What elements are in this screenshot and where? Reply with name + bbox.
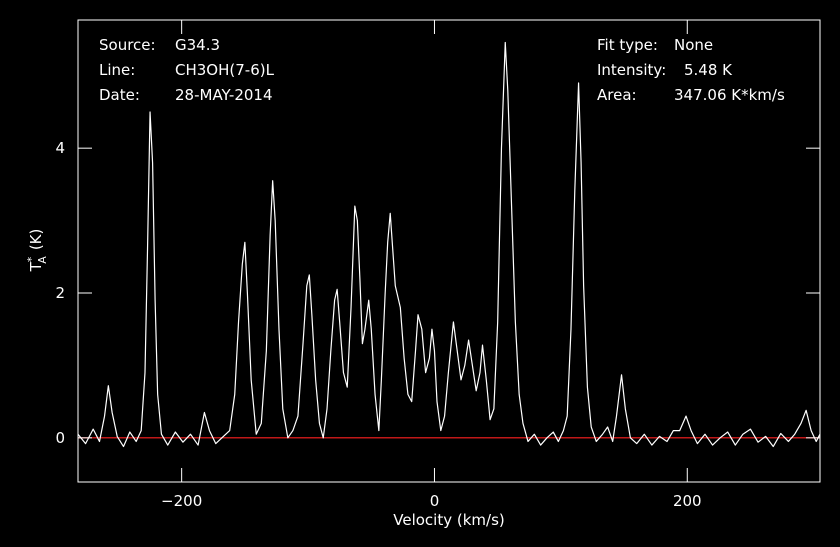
annotation-label: Fit type: [597,36,658,54]
annotation-value: None [674,36,713,54]
annotation-value: 28-MAY-2014 [175,86,273,104]
x-tick-label: −200 [161,492,202,510]
annotation-label: Date: [99,86,140,104]
y-axis-label: T*A (K) [25,229,49,273]
annotation-label: Line: [99,61,135,79]
annotation-label: Intensity: [597,61,666,79]
annotation-value: CH3OH(7-6)L [175,61,275,79]
y-label-sub: A [36,256,49,264]
annotation-label: Source: [99,36,156,54]
y-label-main: T [27,261,45,272]
x-tick-label: 0 [430,492,440,510]
spectrum-line [77,41,821,448]
y-tick-label: 2 [55,284,65,302]
annotation-value: 5.48 K [684,61,733,79]
y-label-text: T*A (K) [25,229,49,273]
x-tick-label: 200 [673,492,702,510]
y-label-sup: * [25,256,38,262]
y-tick-label: 4 [55,139,65,157]
annotation-value: G34.3 [175,36,220,54]
plot-frame [77,19,821,483]
annotation-label: Area: [597,86,637,104]
x-axis-label: Velocity (km/s) [393,511,504,529]
annotation-value: 347.06 K*km/s [674,86,785,104]
y-tick-label: 0 [55,429,65,447]
y-label-unit: (K) [27,229,45,251]
